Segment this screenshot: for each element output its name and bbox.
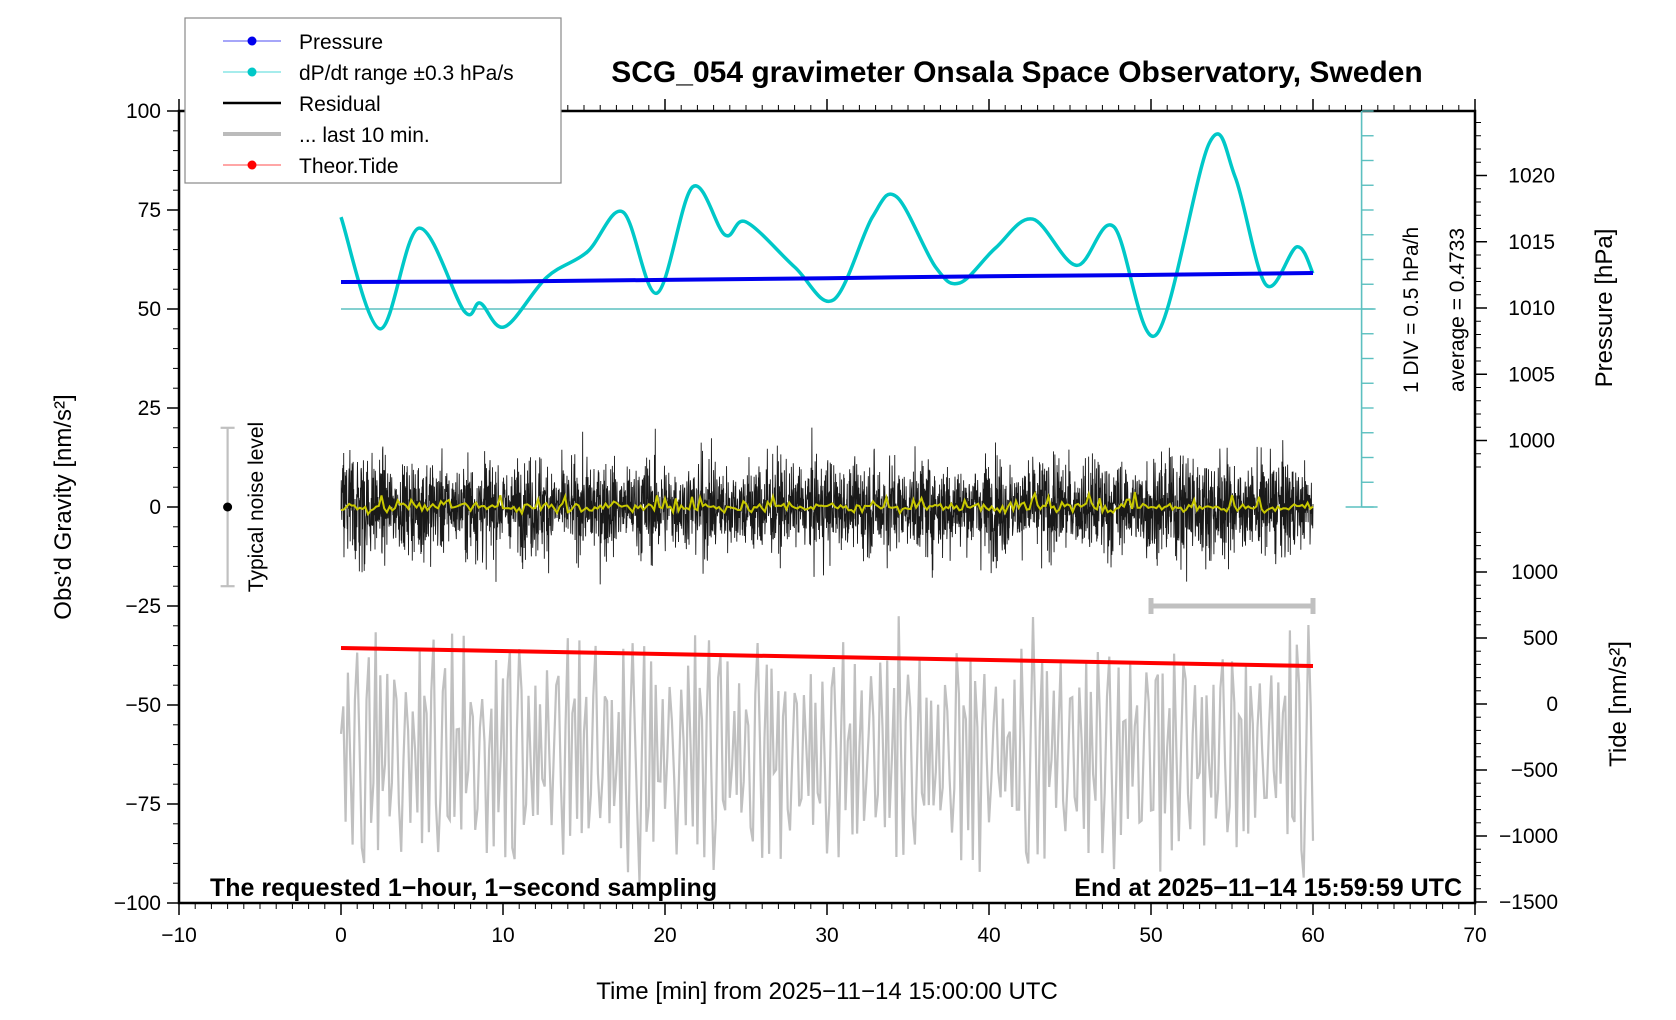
y-tick-label-left: −25 [125,595,161,618]
tide-tick-label: 1000 [1511,561,1558,584]
residual-smoothed-trace [340,490,1314,517]
y-tick-label-left: −100 [114,892,161,915]
y-tick-label-left: 75 [138,199,161,222]
x-tick-label: 20 [653,924,676,947]
legend-label: Theor.Tide [299,155,399,178]
pressure-tick-label: 1020 [1508,165,1555,188]
tide-tick-label: 500 [1523,627,1558,650]
last-10-min-trace [339,616,1315,884]
legend-swatch-dot [247,36,257,46]
y-tick-label-left: −50 [125,694,161,717]
legend-item: Residual [223,93,381,116]
legend-swatch-dot [247,160,257,170]
tide-line [340,646,1314,668]
pressure-tick-label: 1015 [1508,231,1555,254]
x-tick-label: 70 [1463,924,1486,947]
y-axis-title-left: Obs’d Gravity [nm/s²] [50,394,77,619]
tide-tick-label: −1000 [1499,825,1558,848]
legend: Pressure dP/dt range ±0.3 hPa/s Residual..… [184,17,562,184]
noise-center-dot [223,502,233,512]
x-tick-label: 50 [1139,924,1162,947]
legend-item: Pressure [223,31,383,54]
tide-tick-label: 0 [1546,693,1558,716]
y-tick-label-left: 100 [126,100,161,123]
axes: −10 0 10 20 30 40 50 60 70−100−75−50−25025507510… [114,99,1558,947]
y-tick-label-left: 0 [149,496,161,519]
y-tick-label-left: 50 [138,298,161,321]
y-axis-title-tide: Tide [nm/s²] [1605,641,1632,767]
legend-label: Residual [299,93,381,116]
dpdt-scale [341,110,1378,508]
noise-level-label: Typical noise level [245,422,268,592]
x-tick-label: 0 [335,924,347,947]
x-tick-label: −10 [161,924,197,947]
y-tick-label-left: −75 [125,793,161,816]
legend-label: ... last 10 min. [299,124,430,147]
dpdt-curve [339,132,1315,338]
legend-item: Theor.Tide [223,155,399,178]
pressure-tick-label: 1005 [1508,363,1555,386]
x-tick-label: 30 [815,924,838,947]
noise-level-indicator [220,426,235,588]
x-tick-label: 10 [491,924,514,947]
last-10-min-bracket [1148,598,1316,614]
tide-tick-label: −1500 [1499,891,1558,914]
pressure-tick-label: 1000 [1508,430,1555,453]
chart-title: SCG_054 gravimeter Onsala Space Observat… [611,56,1423,89]
legend-label: Pressure [299,31,383,54]
annotation-div-scale: 1 DIV = 0.5 hPa/h [1400,227,1423,393]
x-tick-label: 40 [977,924,1000,947]
legend-swatch-dot [247,67,257,77]
annotation-average: average = 0.4733 [1446,228,1469,392]
x-tick-label: 60 [1301,924,1324,947]
legend-box [184,17,562,184]
legend-item: dP/dt range ±0.3 hPa/s [223,62,514,85]
legend-item: ... last 10 min. [223,124,430,147]
y-axis-title-pressure: Pressure [hPa] [1591,229,1618,388]
tide-tick-label: −500 [1511,759,1558,782]
y-tick-label-left: 25 [138,397,161,420]
legend-label: dP/dt range ±0.3 hPa/s [299,62,514,85]
annotation-end-time: End at 2025−11−14 15:59:59 UTC [1074,874,1462,902]
annotation-sampling: The requested 1−hour, 1−second sampling [210,874,717,902]
plot-traces [220,110,1378,884]
residual-trace [340,427,1314,585]
x-axis-title: Time [min] from 2025−11−14 15:00:00 UTC [596,978,1058,1005]
pressure-line [340,271,1314,284]
pressure-tick-label: 1010 [1508,297,1555,320]
